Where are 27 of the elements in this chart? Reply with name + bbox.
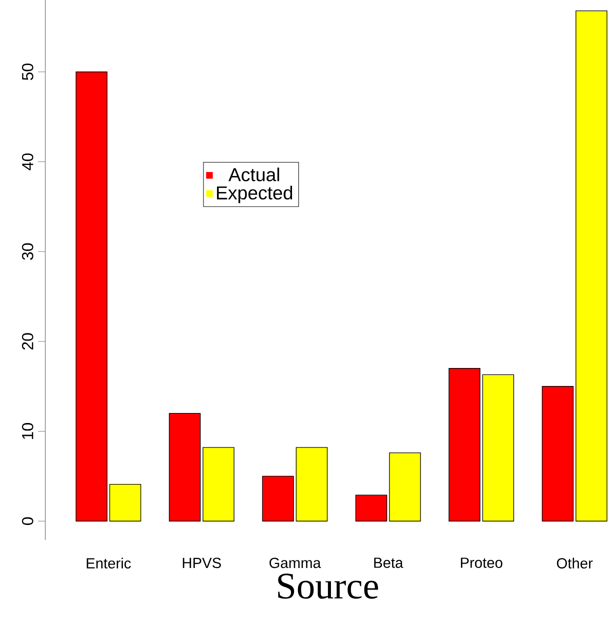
bar [389, 452, 421, 522]
y-tick-label: 40 [22, 153, 34, 170]
y-tick-label: 10 [22, 423, 34, 439]
y-tick-label: 0 [22, 517, 34, 525]
legend-label: Actual [228, 168, 280, 182]
x-axis-title: Source [278, 574, 378, 599]
y-tick-label: 30 [22, 243, 34, 260]
bar [76, 72, 108, 522]
x-tick-label: Beta [374, 558, 404, 568]
x-tick-label: HPVS [182, 558, 221, 568]
bar [355, 494, 388, 522]
bar [202, 447, 234, 522]
bar [482, 374, 514, 522]
bar [168, 412, 201, 522]
bar [109, 484, 142, 522]
bar [576, 10, 608, 522]
bar [542, 386, 574, 522]
bar [262, 476, 294, 522]
y-tick-label: 20 [22, 333, 34, 350]
x-tick-label: Enteric [86, 558, 131, 568]
x-tick-label: Gamma [270, 558, 321, 568]
x-tick-label: Proteo [460, 558, 502, 568]
x-tick-label: Other [556, 558, 593, 568]
bar [296, 447, 328, 522]
bar [448, 368, 480, 522]
y-tick-label: 50 [22, 64, 34, 80]
legend-label: Expected [216, 186, 292, 204]
